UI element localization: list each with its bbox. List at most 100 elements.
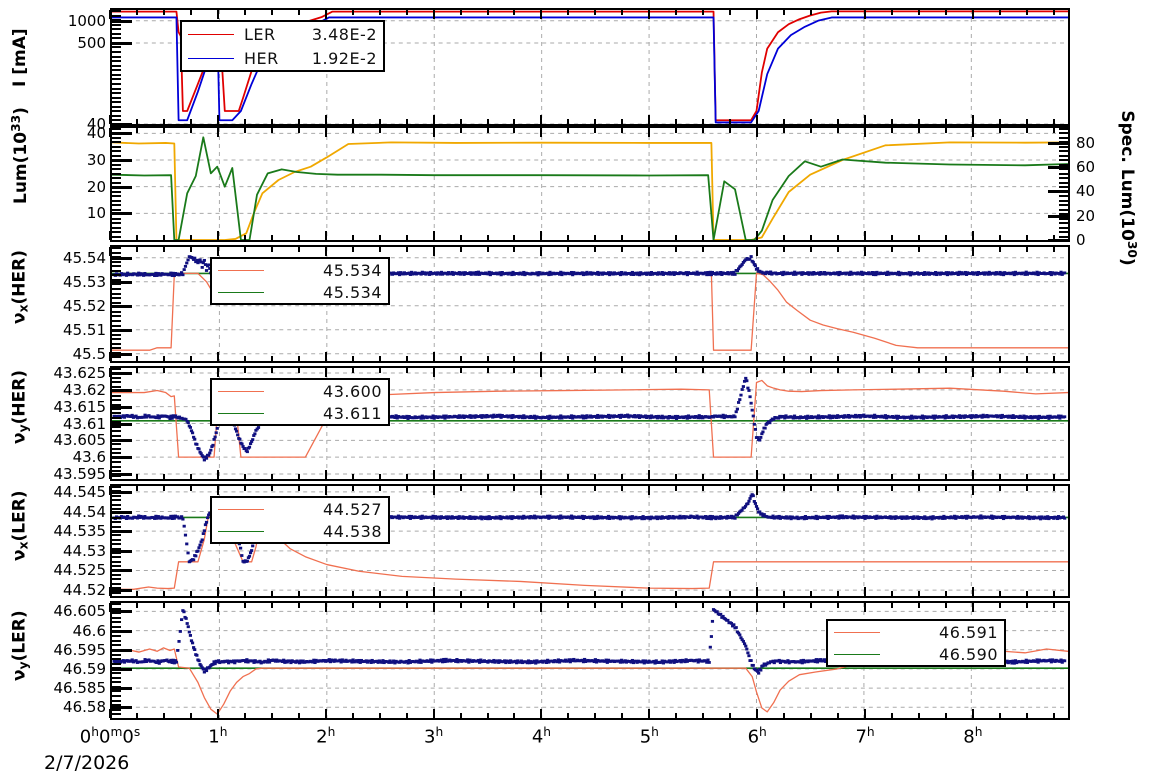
x-tick-mark	[540, 128, 543, 137]
x-tick-label: 1h	[208, 725, 228, 748]
y-tick-mark	[110, 629, 132, 633]
y-tick-mark	[110, 667, 132, 671]
x-minor-tick	[378, 591, 381, 596]
x-minor-tick	[917, 247, 920, 252]
x-tick-mark	[216, 470, 219, 479]
legend-nuy-ler[interactable]: 46.591 46.590	[826, 619, 1006, 667]
x-minor-tick	[135, 713, 138, 718]
y-minor-tick	[110, 310, 121, 313]
x-minor-tick	[459, 119, 462, 124]
x-minor-tick	[162, 356, 165, 361]
legend-entry: HER 1.92E-2	[182, 46, 383, 70]
y-minor-tick	[110, 324, 121, 327]
y-minor-tick	[110, 381, 121, 384]
y-minor-tick	[110, 235, 121, 238]
x-minor-tick	[162, 128, 165, 133]
y-minor-tick	[110, 10, 121, 12]
x-minor-tick	[917, 603, 920, 608]
legend-nuy-her[interactable]: 43.600 43.611	[210, 378, 390, 426]
x-minor-tick	[486, 603, 489, 608]
x-tick-mark	[864, 352, 867, 361]
x-tick-mark	[971, 603, 974, 612]
y-minor-tick	[110, 105, 121, 108]
y-minor-tick	[110, 195, 121, 198]
x-minor-tick	[891, 591, 894, 596]
y-minor-tick	[110, 603, 121, 605]
right-y-tick-label: 60	[1076, 157, 1096, 176]
y-minor-tick	[110, 154, 121, 157]
x-tick-mark	[648, 231, 651, 240]
x-minor-tick	[270, 486, 273, 491]
x-minor-tick	[810, 247, 813, 252]
x-minor-tick	[944, 235, 947, 240]
y-tick-mark	[110, 422, 132, 426]
x-minor-tick	[405, 356, 408, 361]
legend-value: 3.48E-2	[311, 24, 377, 44]
x-minor-tick	[837, 247, 840, 252]
x-minor-tick	[189, 128, 192, 133]
y-minor-tick	[110, 150, 121, 153]
x-minor-tick	[378, 356, 381, 361]
x-minor-tick	[621, 713, 624, 718]
y-minor-tick	[110, 231, 121, 234]
x-tick-mark	[216, 352, 219, 361]
y-tick-label: 40	[86, 124, 106, 143]
x-minor-tick	[944, 486, 947, 491]
y-minor-tick	[110, 681, 121, 684]
y-minor-tick	[110, 713, 121, 716]
y-minor-tick	[110, 60, 121, 63]
x-minor-tick	[1025, 247, 1028, 252]
legend-entry: 46.591	[828, 621, 1004, 643]
x-tick-mark	[324, 231, 327, 240]
x-minor-tick	[351, 235, 354, 240]
x-minor-tick	[594, 235, 597, 240]
x-tick-mark	[648, 115, 651, 124]
x-minor-tick	[594, 356, 597, 361]
x-minor-tick	[243, 119, 246, 124]
x-minor-tick	[486, 119, 489, 124]
x-minor-tick	[189, 474, 192, 479]
x-minor-tick	[998, 356, 1001, 361]
y-minor-tick	[110, 14, 121, 17]
y-minor-tick	[110, 626, 121, 628]
x-tick-label: 6h	[747, 725, 767, 748]
x-tick-mark	[432, 10, 435, 19]
y-minor-tick	[110, 292, 121, 295]
x-minor-tick	[162, 713, 165, 718]
x-minor-tick	[998, 10, 1001, 15]
x-minor-tick	[486, 713, 489, 718]
x-minor-tick	[459, 128, 462, 133]
legend-nux-ler[interactable]: 44.527 44.538	[210, 496, 390, 544]
x-minor-tick	[243, 486, 246, 491]
x-minor-tick	[162, 10, 165, 15]
legend-beam-current[interactable]: LER 3.48E-2 HER 1.92E-2	[180, 20, 385, 72]
x-minor-tick	[189, 119, 192, 124]
right-y-minor-tick	[1059, 235, 1070, 238]
x-tick-mark	[971, 486, 974, 495]
y-minor-tick	[110, 96, 121, 99]
x-minor-tick	[459, 10, 462, 15]
legend-nux-her[interactable]: 45.534 45.534	[210, 257, 390, 305]
x-tick-mark	[971, 128, 974, 137]
x-minor-tick	[513, 486, 516, 491]
x-minor-tick	[810, 713, 813, 718]
y-tick-label: 1000	[67, 11, 106, 30]
x-minor-tick	[837, 356, 840, 361]
x-minor-tick	[1052, 10, 1055, 15]
y-minor-tick	[110, 19, 121, 22]
x-minor-tick	[297, 591, 300, 596]
y-minor-tick	[110, 186, 121, 189]
y-minor-tick	[110, 356, 121, 359]
x-minor-tick	[837, 368, 840, 373]
x-minor-tick	[1052, 368, 1055, 373]
x-minor-tick	[270, 10, 273, 15]
y-minor-tick	[110, 461, 121, 464]
x-minor-tick	[459, 591, 462, 596]
legend-value: 46.591	[939, 622, 998, 642]
x-minor-tick	[891, 128, 894, 133]
legend-color-swatch	[188, 57, 234, 59]
x-tick-mark	[324, 352, 327, 361]
x-tick-mark	[216, 231, 219, 240]
x-tick-mark	[432, 115, 435, 124]
y-minor-tick	[110, 578, 121, 581]
